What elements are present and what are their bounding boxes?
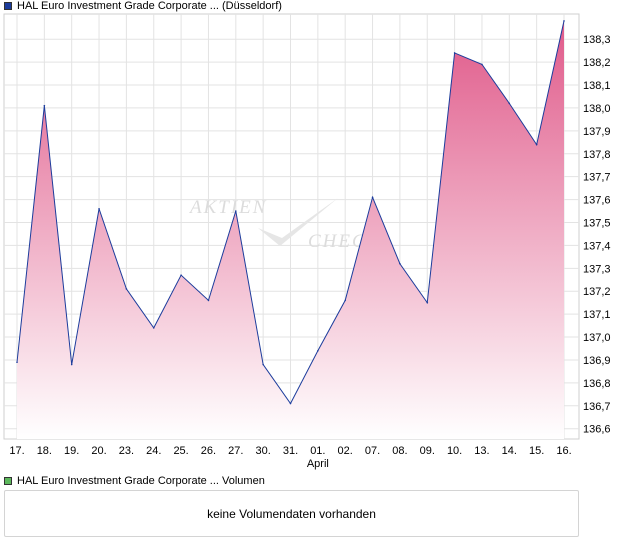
y-axis-ticks: 136,6 136,7 136,8 136,9 137,0 137,1 137,2 137,3…: [583, 34, 611, 435]
data-point-20: [563, 20, 565, 22]
data-point-3: [98, 207, 100, 210]
data-point-7: [207, 299, 210, 302]
y-tick-label: 136,8: [583, 378, 611, 390]
y-tick-label: 137,1: [583, 309, 611, 321]
data-point-12: [344, 299, 347, 302]
data-point-11: [317, 349, 319, 352]
y-tick-label: 136,6: [583, 424, 611, 436]
y-tick-label: 137,2: [583, 286, 611, 298]
x-tick-label: 01.: [310, 445, 325, 457]
x-tick-label: 20.: [91, 445, 106, 457]
x-tick-label: 23.: [119, 445, 134, 457]
data-point-1: [43, 104, 46, 107]
price-legend: HAL Euro Investment Grade Corporate ... …: [4, 0, 282, 12]
x-tick-label: 02.: [338, 445, 353, 457]
price-legend-swatch: [4, 2, 12, 10]
volume-legend-swatch: [4, 477, 12, 485]
data-point-5: [152, 327, 155, 329]
x-tick-label: 07.: [365, 445, 380, 457]
data-point-19: [535, 143, 538, 146]
data-point-6: [180, 274, 182, 276]
y-tick-label: 137,5: [583, 217, 611, 229]
volume-panel: keine Volumendaten vorhanden: [4, 490, 579, 537]
x-month-label: April: [307, 458, 329, 470]
data-point-4: [125, 288, 128, 290]
data-point-13: [371, 196, 374, 199]
x-tick-label: 13.: [474, 445, 489, 457]
data-point-2: [70, 363, 73, 366]
x-tick-label: 08.: [392, 445, 407, 457]
x-tick-label: 26.: [201, 445, 216, 457]
price-area: [16, 20, 565, 440]
y-tick-label: 137,6: [583, 195, 611, 207]
data-point-14: [399, 262, 401, 265]
x-tick-label: 19.: [64, 445, 79, 457]
x-tick-label: 17.: [9, 445, 24, 457]
y-tick-label: 138,3: [583, 34, 611, 46]
y-tick-label: 138,2: [583, 57, 611, 69]
volume-legend: HAL Euro Investment Grade Corporate ... …: [4, 475, 265, 487]
y-tick-label: 136,7: [583, 401, 611, 413]
x-tick-label: 18.: [37, 445, 52, 457]
x-tick-label: 14.: [502, 445, 517, 457]
data-point-10: [289, 402, 292, 405]
data-point-15: [426, 301, 429, 304]
watermark-line1: AKTIEN: [188, 197, 267, 218]
watermark: AKTIEN CHECK: [188, 197, 379, 252]
y-tick-label: 137,7: [583, 172, 611, 184]
volume-legend-label: HAL Euro Investment Grade Corporate ... …: [17, 475, 265, 487]
data-point-8: [235, 210, 237, 212]
data-point-16: [453, 52, 456, 54]
data-point-18: [508, 102, 511, 105]
x-tick-label: 31.: [283, 445, 298, 457]
x-tick-label: 24.: [146, 445, 161, 457]
x-tick-label: 30.: [256, 445, 271, 457]
price-chart: AKTIEN CHECK 17. 18. 19. 20. 23. 24. 25. 26. 27.…: [3, 13, 611, 470]
price-legend-label: HAL Euro Investment Grade Corporate ... …: [17, 0, 282, 12]
y-tick-label: 136,9: [583, 355, 611, 367]
y-tick-label: 137,3: [583, 263, 611, 275]
x-axis-ticks: 17. 18. 19. 20. 23. 24. 25. 26. 27. 30. 31. 01. 02. 0…: [9, 445, 571, 470]
x-tick-label: 15.: [529, 445, 544, 457]
y-tick-label: 137,4: [583, 240, 611, 252]
data-point-9: [262, 363, 264, 366]
data-point-17: [481, 63, 483, 66]
y-tick-label: 137,8: [583, 149, 611, 161]
data-point-0: [16, 361, 18, 364]
x-tick-label: 27.: [228, 445, 243, 457]
price-area-fill: [17, 20, 564, 440]
x-tick-label: 16.: [556, 445, 571, 457]
y-tick-label: 138,0: [583, 103, 611, 115]
y-tick-label: 137,9: [583, 126, 611, 138]
x-tick-label: 25.: [173, 445, 188, 457]
x-tick-label: 09.: [420, 445, 435, 457]
y-tick-label: 138,1: [583, 80, 611, 92]
x-tick-label: 10.: [447, 445, 462, 457]
volume-message: keine Volumendaten vorhanden: [207, 506, 376, 521]
y-tick-label: 137,0: [583, 332, 611, 344]
